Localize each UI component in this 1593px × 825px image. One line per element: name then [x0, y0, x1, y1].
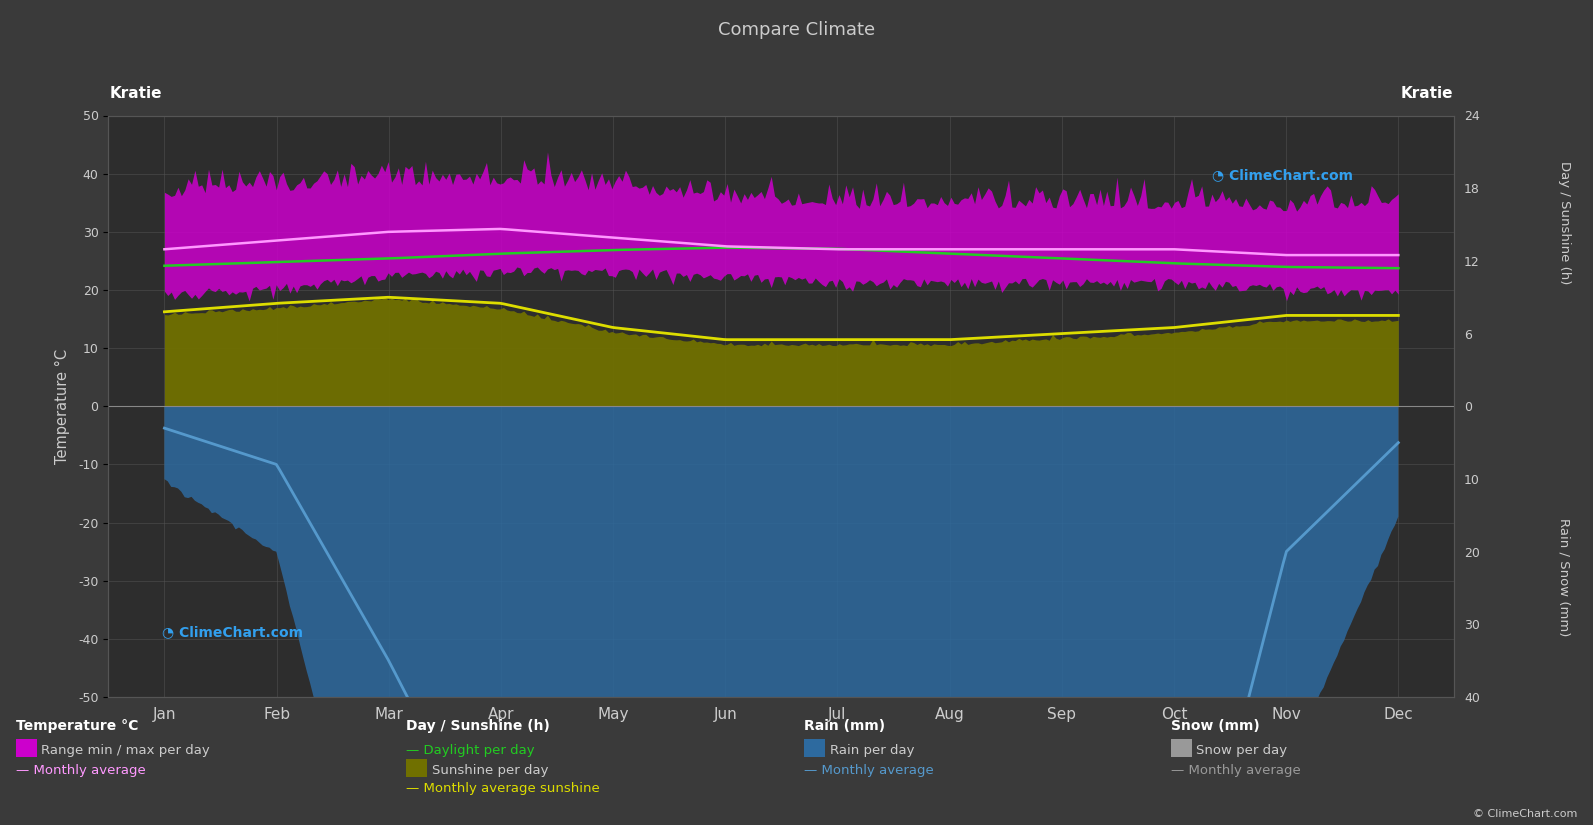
Text: — Monthly average: — Monthly average: [16, 764, 145, 777]
Text: Rain per day: Rain per day: [830, 744, 914, 757]
Text: — Daylight per day: — Daylight per day: [406, 744, 535, 757]
Text: Rain (mm): Rain (mm): [804, 719, 886, 733]
Text: Kratie: Kratie: [1400, 86, 1453, 101]
Y-axis label: Temperature °C: Temperature °C: [54, 349, 70, 464]
Text: Temperature °C: Temperature °C: [16, 719, 139, 733]
Text: Compare Climate: Compare Climate: [718, 21, 875, 39]
Text: © ClimeChart.com: © ClimeChart.com: [1472, 808, 1577, 818]
Text: Range min / max per day: Range min / max per day: [41, 744, 210, 757]
Text: ◔ ClimeChart.com: ◔ ClimeChart.com: [162, 625, 303, 639]
Text: Day / Sunshine (h): Day / Sunshine (h): [1558, 161, 1571, 285]
Text: — Monthly average: — Monthly average: [1171, 764, 1300, 777]
Text: Snow per day: Snow per day: [1196, 744, 1287, 757]
Text: Sunshine per day: Sunshine per day: [432, 764, 548, 777]
Text: — Monthly average: — Monthly average: [804, 764, 933, 777]
Text: Day / Sunshine (h): Day / Sunshine (h): [406, 719, 550, 733]
Text: — Monthly average sunshine: — Monthly average sunshine: [406, 782, 601, 795]
Text: Rain / Snow (mm): Rain / Snow (mm): [1558, 518, 1571, 637]
Text: Snow (mm): Snow (mm): [1171, 719, 1260, 733]
Text: Kratie: Kratie: [110, 86, 162, 101]
Text: ◔ ClimeChart.com: ◔ ClimeChart.com: [1212, 167, 1352, 182]
